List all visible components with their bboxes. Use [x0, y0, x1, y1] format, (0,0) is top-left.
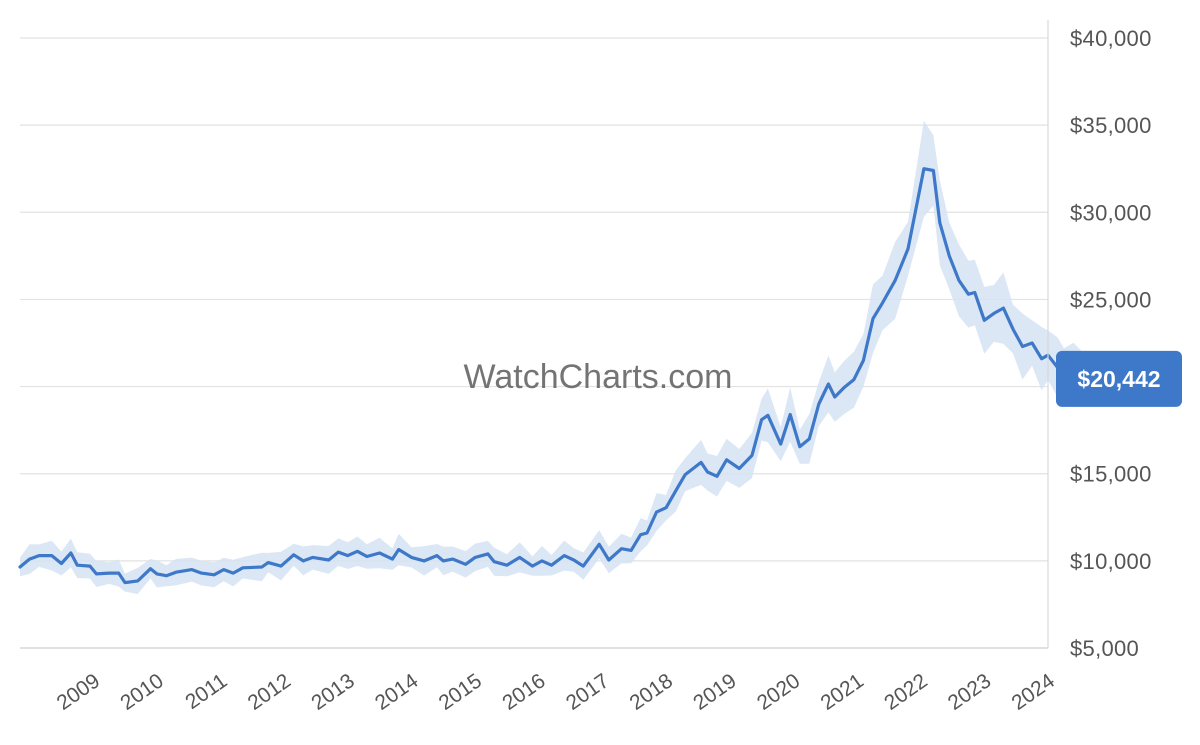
y-tick-label: $10,000 — [1070, 549, 1152, 574]
x-tick-label: 2024 — [1007, 669, 1059, 715]
x-tick-label: 2021 — [817, 669, 868, 715]
y-tick-label: $30,000 — [1070, 200, 1152, 225]
x-tick-label: 2020 — [753, 669, 804, 715]
x-tick-label: 2023 — [944, 669, 995, 715]
current-price-value: $20,442 — [1077, 366, 1160, 392]
x-tick-label: 2019 — [689, 669, 740, 715]
x-tick-label: 2011 — [181, 669, 231, 714]
y-tick-label: $35,000 — [1070, 113, 1152, 138]
x-tick-label: 2009 — [53, 669, 104, 715]
price-range-band — [20, 120, 1082, 594]
x-tick-label: 2018 — [626, 669, 677, 715]
x-tick-label: 2017 — [562, 669, 613, 715]
x-tick-label: 2016 — [498, 669, 549, 715]
y-tick-label: $5,000 — [1070, 636, 1139, 661]
x-tick-label: 2022 — [880, 669, 931, 715]
y-tick-label: $40,000 — [1070, 26, 1152, 51]
price-line — [18, 167, 1084, 585]
watermark-layer: WatchCharts.com — [464, 358, 733, 396]
y-tick-label: $15,000 — [1070, 462, 1152, 487]
x-tick-label: 2014 — [371, 669, 423, 715]
y-tick-label: $25,000 — [1070, 287, 1152, 312]
x-tick-label: 2015 — [435, 669, 486, 715]
x-tick-label: 2012 — [244, 669, 295, 715]
current-price-badge-bg — [1056, 350, 1182, 407]
watermark: WatchCharts.com — [464, 358, 733, 396]
current-price-badge: $20,442 — [1056, 350, 1182, 407]
x-tick-label: 2013 — [307, 669, 358, 715]
x-tick-label: 2010 — [116, 669, 167, 715]
y-axis-labels: $40,000$35,000$30,000$25,000$20,000$15,0… — [1070, 26, 1152, 661]
x-axis-labels: 2009 2010 2011 2012 2013 2014 2015 2016 2017 2018… — [53, 669, 1060, 715]
